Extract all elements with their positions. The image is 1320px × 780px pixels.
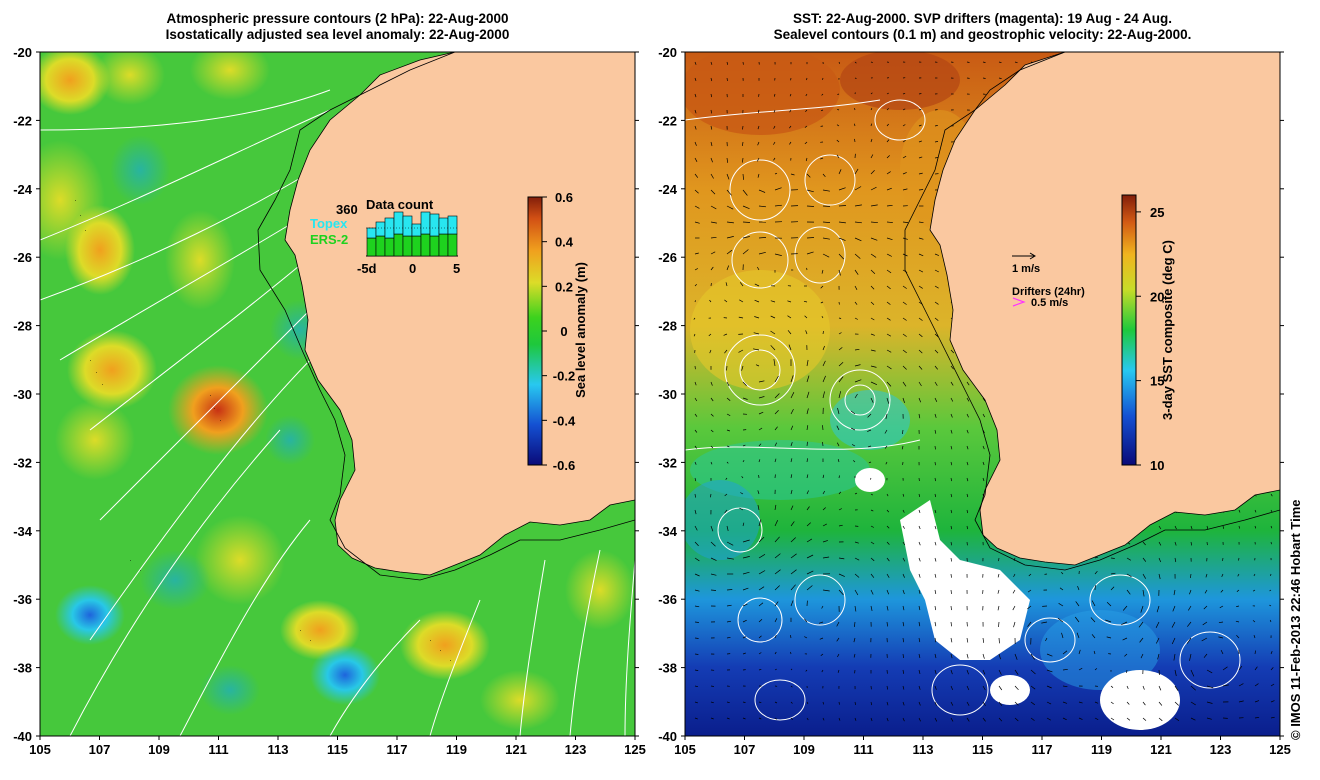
left-lon-tick-label: 113 [268,742,289,757]
right-title: SST: 22-Aug-2000. SVP drifters (magenta)… [685,11,1280,43]
sla-colorbar-tick-label: 0.2 [555,279,573,294]
sst-colorbar-tick-label: 25 [1150,205,1164,220]
sst-colorbar-bar [1121,194,1137,466]
sla-colorbar-label: Sea level anomaly (m) [573,262,588,398]
inset-xtick-2: 5 [453,261,460,276]
sla-colorbar-tick-label: -0.6 [553,458,575,473]
left-lat-tick-label: -24 [13,182,33,197]
right-lon-tick-label: 117 [1032,742,1053,757]
sla-colorbar-tick-label: -0.2 [553,369,575,384]
sla-colorbar-tick-label: 0.4 [555,235,574,250]
left-lon-tick-label: 121 [505,742,527,757]
sst-colorbar-label: 3-day SST composite (deg C) [1160,240,1175,420]
left-lat-tick-label: -32 [13,455,32,470]
left-lon-tick-label: 125 [624,742,646,757]
right-title-line2: Sealevel contours (0.1 m) and geostrophi… [773,27,1192,42]
left-lon-tick-label: 111 [208,742,228,757]
drifter-legend: Drifters (24hr) 0.5 m/s [1012,286,1085,309]
left-lat-tick-label: -20 [13,45,32,60]
left-lat-tick-label: -26 [13,250,32,265]
right-lon-tick-label: 123 [1210,742,1232,757]
right-lat-tick-label: -34 [658,524,678,539]
right-lat-tick-label: -26 [658,250,677,265]
left-shelf-edge [257,52,635,581]
cloud-mask [855,468,1180,730]
right-land-mass [929,52,1280,566]
sealevel-contours [685,99,1241,721]
left-lon-tick-label: 115 [327,742,348,757]
right-lat-tick-label: -22 [658,113,677,128]
right-lat-tick-label: -36 [658,592,677,607]
sla-stipple [75,200,451,661]
sla-colorbar-bar [527,196,543,466]
left-lat-tick-label: -40 [13,729,32,744]
left-land-mass [284,52,635,576]
right-lat-tick-label: -28 [658,319,677,334]
sla-colorbar: 0.6 0.4 0.2 0 -0.2 -0.4 -0.6 Sea level anomaly… [527,190,588,473]
drifter-scale-label: 0.5 m/s [1031,297,1068,309]
right-lat-tick-label: -20 [658,45,677,60]
left-lon-tick-label: 107 [89,742,111,757]
right-lat-tick-label: -24 [658,182,678,197]
inset-count: 360 [336,202,358,217]
right-lat-tick-label: -30 [658,387,677,402]
credit-text: © IMOS 11-Feb-2013 22:46 Hobart Time [1288,499,1303,740]
left-title: Atmospheric pressure contours (2 hPa): 2… [40,11,635,43]
inset-xtick-1: 0 [409,261,416,276]
sla-colorbar-tick-label: 0.6 [555,190,573,205]
right-lat-tick-label: -38 [658,661,677,676]
sla-colorbar-tick-label: 0 [560,324,567,339]
right-lon-tick-label: 125 [1269,742,1291,757]
right-lon-tick-label: 111 [853,742,873,757]
sla-colorbar-tick-label: -0.4 [553,413,576,428]
sst-colorbar-tick-label: 20 [1150,289,1164,304]
sst-colorbar-tick-label: 15 [1150,374,1164,389]
inset-mission1: Topex [310,216,348,231]
left-map [40,52,635,736]
left-title-line2: Isostatically adjusted sea level anomaly… [165,27,510,42]
left-lon-tick-label: 109 [148,742,170,757]
velocity-scale-legend: 1 m/s [1012,252,1040,275]
left-lat-tick-label: -28 [13,319,32,334]
left-lat-tick-label: -38 [13,661,32,676]
inset-title: Data count [366,197,434,212]
sst-colorbar-tick-label: 10 [1150,458,1164,473]
right-map [685,52,1280,736]
drifter-arrow-icon [1012,297,1026,307]
left-lat-tick-label: -34 [13,524,33,539]
right-title-line1: SST: 22-Aug-2000. SVP drifters (magenta)… [792,11,1173,26]
left-lon-tick-label: 117 [387,742,408,757]
right-lat-tick-label: -32 [658,455,677,470]
right-lat-tick-label: -40 [658,729,677,744]
drifters-label: Drifters (24hr) [1012,286,1085,298]
inset-mission2: ERS-2 [310,232,348,247]
right-lon-tick-label: 121 [1150,742,1172,757]
left-lon-tick-label: 105 [29,742,51,757]
left-lon-tick-label: 123 [565,742,587,757]
left-lat-tick-label: -30 [13,387,32,402]
right-shelf-edge [904,52,1280,571]
inset-xtick-0: -5d [357,261,377,276]
data-count-inset: 360 Data count Topex ERS-2 -5d 0 5 [310,197,460,276]
left-lat-tick-label: -36 [13,592,32,607]
right-lon-tick-label: 119 [1091,742,1112,757]
sst-colorbar: 25 20 15 10 3-day SST composite (deg C) [1121,194,1175,473]
right-lon-tick-label: 105 [674,742,696,757]
right-lon-tick-label: 107 [734,742,756,757]
velocity-scale-label: 1 m/s [1012,263,1040,275]
left-lat-tick-label: -22 [13,113,32,128]
right-lon-tick-label: 115 [972,742,993,757]
inset-bars [366,211,458,257]
left-lon-tick-label: 119 [446,742,467,757]
left-title-line1: Atmospheric pressure contours (2 hPa): 2… [166,11,509,26]
right-lon-tick-label: 113 [913,742,934,757]
right-lon-tick-label: 109 [793,742,815,757]
